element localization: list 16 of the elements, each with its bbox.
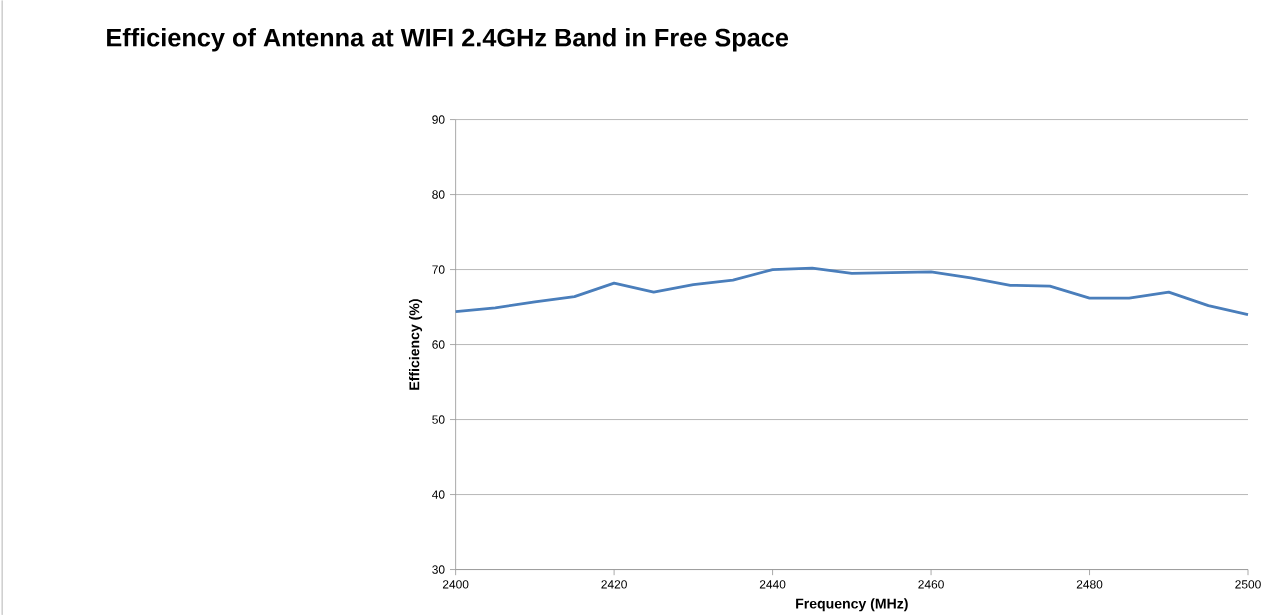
x-tick-label: 2440 xyxy=(759,580,786,589)
y-tick-label: 90 xyxy=(432,115,445,124)
x-tick-label: 2480 xyxy=(1076,580,1103,589)
x-tick-label: 2460 xyxy=(918,580,944,589)
x-tick-label: 2420 xyxy=(601,580,627,589)
x-tick-label: 2500 xyxy=(1235,580,1261,589)
x-tick-label: 2400 xyxy=(442,580,469,589)
y-tick-label: 50 xyxy=(432,415,445,424)
y-tick-label: 30 xyxy=(432,565,445,574)
y-tick-label: 40 xyxy=(432,490,445,499)
x-axis-title: Frequency (MHz) xyxy=(796,598,908,612)
y-axis-title: Efficiency (%) xyxy=(408,299,423,390)
y-tick-label: 60 xyxy=(432,340,445,349)
y-tick-label: 80 xyxy=(432,190,445,199)
chart-title: Efficiency of Antenna at WIFI 2.4GHz Band in Free Space xyxy=(107,27,789,52)
y-tick-label: 70 xyxy=(432,265,445,274)
